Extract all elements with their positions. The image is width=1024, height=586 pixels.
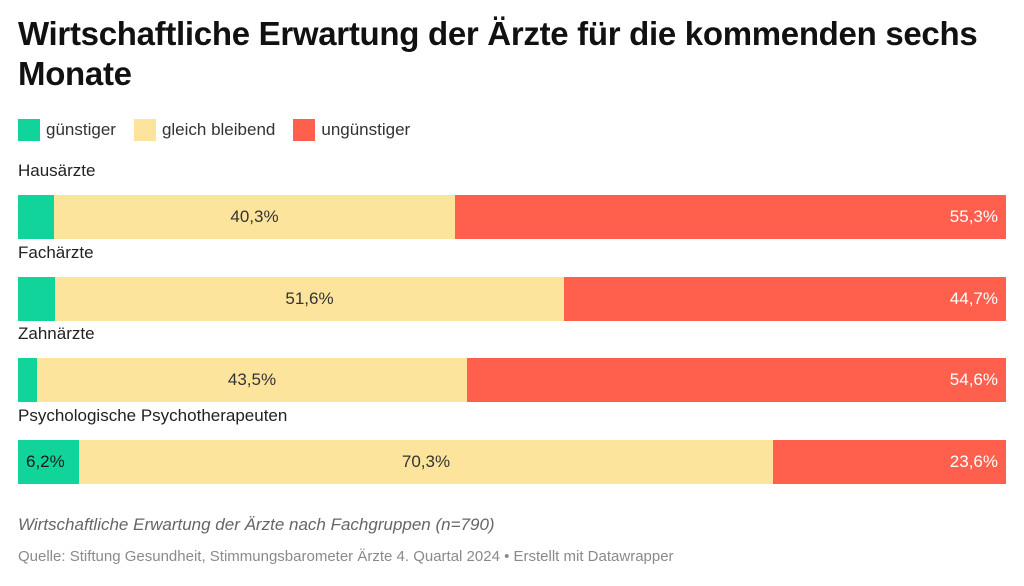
data-label-gleich-bleibend: 51,6%: [285, 288, 334, 308]
data-label-gleich-bleibend: 43,5%: [227, 370, 277, 389]
legend-item-guenstiger: günstiger: [18, 119, 116, 141]
chart-subtitle: Wirtschaftliche Erwartung der Ärzte nach…: [18, 515, 495, 534]
legend: günstiger gleich bleibend ungünstiger: [18, 118, 428, 142]
data-label-unguenstiger: 44,7%: [949, 288, 998, 308]
bar-psychologische-psychotherapeuten: 6,2% 70,3% 23,6%: [18, 439, 1006, 484]
bar-segment-gleich-bleibend: [79, 439, 773, 484]
category-label-zahnaerzte: Zahnärzte: [18, 324, 95, 343]
data-label-unguenstiger: 55,3%: [949, 207, 998, 226]
bar-segment-guenstiger: [18, 195, 54, 239]
legend-item-gleich-bleibend: gleich bleibend: [133, 119, 276, 141]
legend-swatch-guenstiger: [18, 119, 40, 141]
legend-swatch-unguenstiger: [293, 119, 316, 141]
bar-segment-unguenstiger: [773, 439, 1006, 484]
legend-label-guenstiger: günstiger: [46, 120, 116, 139]
data-label-gleich-bleibend: 70,3%: [401, 451, 451, 471]
bar-segment-gleich-bleibend: [37, 358, 467, 402]
data-label-unguenstiger: 23,6%: [949, 451, 998, 471]
legend-item-unguenstiger: ungünstiger: [293, 119, 410, 141]
category-label-hausaerzte: Hausärzte: [18, 161, 96, 180]
bar-hausaerzte: 40,3% 55,3%: [18, 195, 1006, 239]
chart-title: Wirtschaftliche Erwartung der Ärzte für …: [18, 15, 978, 92]
chart-source: Quelle: Stiftung Gesundheit, Stimmungsba…: [18, 548, 674, 565]
category-label-psychologische-psychotherapeuten: Psychologische Psychotherapeuten: [18, 405, 288, 425]
bar-fachaerzte: 51,6% 44,7%: [18, 276, 1006, 321]
data-label-unguenstiger: 54,6%: [949, 370, 998, 389]
legend-swatch-gleich-bleibend: [133, 119, 156, 141]
bar-segment-guenstiger: [18, 276, 55, 321]
bar-segment-unguenstiger: [467, 358, 1006, 402]
bar-segment-guenstiger: [18, 439, 79, 484]
legend-label-gleich-bleibend: gleich bleibend: [161, 120, 276, 139]
bar-zahnaerzte: 43,5% 54,6%: [18, 358, 1006, 402]
legend-label-unguenstiger: ungünstiger: [321, 120, 411, 139]
bar-segment-guenstiger: [18, 358, 37, 402]
data-label-gleich-bleibend: 40,3%: [230, 207, 279, 226]
bar-segment-unguenstiger: [564, 276, 1006, 321]
category-label-fachaerzte: Fachärzte: [18, 242, 94, 262]
bar-segment-gleich-bleibend: [55, 276, 564, 321]
bar-segment-unguenstiger: [455, 195, 1006, 239]
bar-segment-gleich-bleibend: [54, 195, 455, 239]
data-label-guenstiger: 6,2%: [26, 451, 65, 471]
stacked-bar-chart: Hausärzte 40,3% 55,3% Fachärzte 51,6% 44,7% Za…: [18, 160, 1006, 490]
